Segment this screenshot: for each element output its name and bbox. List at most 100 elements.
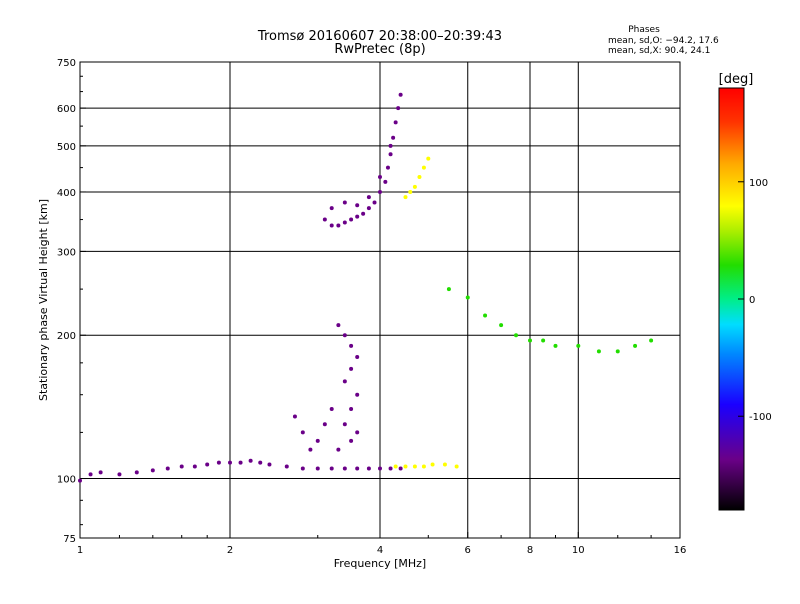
- data-point: [336, 447, 341, 452]
- data-point: [355, 355, 360, 360]
- data-point: [134, 470, 139, 475]
- x-tick-label: 10: [572, 545, 585, 556]
- data-point: [528, 338, 532, 343]
- data-point: [576, 343, 581, 348]
- data-point: [355, 203, 360, 208]
- data-point: [238, 460, 243, 465]
- data-point: [372, 200, 377, 205]
- y-tick-label: 600: [57, 104, 76, 115]
- data-point: [421, 464, 426, 469]
- data-point: [388, 466, 393, 471]
- data-point: [398, 466, 403, 471]
- data-point: [342, 422, 347, 427]
- data-point: [342, 333, 347, 338]
- data-point: [393, 120, 398, 125]
- colorbar-tick-label: 0: [749, 295, 755, 306]
- data-point: [322, 422, 327, 427]
- data-point: [388, 152, 393, 157]
- data-point: [342, 466, 347, 471]
- data-point: [366, 206, 371, 211]
- data-point: [355, 430, 360, 435]
- x-tick-label: 2: [227, 545, 233, 556]
- chart-title: Tromsø 20160607 20:38:00–20:39:43: [257, 29, 502, 44]
- data-point: [403, 464, 408, 469]
- data-point: [412, 464, 417, 469]
- y-tick-label: 500: [57, 142, 76, 153]
- data-point: [329, 206, 334, 211]
- data-point: [284, 464, 289, 469]
- data-point: [383, 179, 388, 184]
- y-tick-label: 300: [57, 247, 76, 258]
- data-point: [300, 466, 305, 471]
- data-point: [553, 343, 558, 348]
- phases-mean-x: mean, sd,X: 90.4, 24.1: [608, 46, 710, 56]
- x-tick-label: 6: [465, 545, 471, 556]
- data-point: [396, 106, 401, 111]
- data-point: [514, 333, 519, 338]
- data-point: [349, 217, 354, 222]
- x-tick-label: 4: [377, 545, 383, 556]
- y-tick-label: 200: [57, 331, 76, 342]
- data-point: [378, 466, 382, 471]
- data-point: [300, 430, 305, 435]
- chart-subtitle: RwPretec (8p): [334, 42, 425, 57]
- data-point: [426, 156, 431, 161]
- x-tick-label: 8: [527, 545, 533, 556]
- data-point: [165, 466, 170, 471]
- data-point: [336, 323, 341, 328]
- data-point: [228, 460, 232, 465]
- data-point: [355, 214, 360, 219]
- data-point: [342, 200, 347, 205]
- data-point: [336, 223, 341, 228]
- data-point: [248, 458, 253, 463]
- data-point: [315, 466, 320, 471]
- y-tick-label: 100: [57, 475, 76, 486]
- data-point: [398, 92, 403, 97]
- data-point: [216, 460, 221, 465]
- data-point: [366, 195, 371, 200]
- phases-mean-o: mean, sd,O: −94.2, 17.6: [608, 36, 719, 46]
- data-point: [385, 165, 390, 170]
- data-point: [150, 468, 155, 473]
- data-point: [292, 414, 297, 419]
- colorbar-label: [deg]: [719, 72, 754, 87]
- data-point: [308, 447, 313, 452]
- data-point: [355, 392, 360, 397]
- data-point: [342, 379, 347, 384]
- data-point: [329, 406, 334, 411]
- data-point: [355, 466, 360, 471]
- x-tick-label: 16: [674, 545, 687, 556]
- data-point: [442, 462, 447, 467]
- data-point: [499, 323, 504, 328]
- data-point: [465, 295, 470, 300]
- data-point: [315, 438, 320, 443]
- data-point: [192, 464, 197, 469]
- colorbar-tick-label: -100: [749, 412, 772, 423]
- data-point: [446, 287, 451, 292]
- x-tick-labels: 1 2 4 6 8 10 16: [77, 545, 687, 556]
- data-point: [329, 223, 334, 228]
- data-point: [417, 174, 422, 179]
- data-point: [329, 466, 334, 471]
- x-tick-label: 1: [77, 545, 83, 556]
- data-point: [342, 220, 347, 225]
- data-point: [391, 135, 396, 140]
- data-point: [378, 174, 382, 179]
- data-point: [98, 470, 103, 475]
- colorbar-tick-label: 100: [749, 178, 768, 189]
- data-point: [403, 195, 408, 200]
- data-points: [78, 92, 654, 483]
- data-point: [349, 366, 354, 371]
- data-point: [267, 462, 272, 467]
- y-tick-label: 400: [57, 188, 76, 199]
- data-point: [412, 184, 417, 189]
- data-point: [633, 343, 638, 348]
- y-tick-labels: 75 100 200 300 400 500 600 750: [57, 58, 76, 545]
- data-point: [388, 143, 393, 148]
- data-point: [205, 462, 210, 467]
- data-point: [541, 338, 546, 343]
- data-point: [179, 464, 184, 469]
- data-point: [117, 472, 122, 477]
